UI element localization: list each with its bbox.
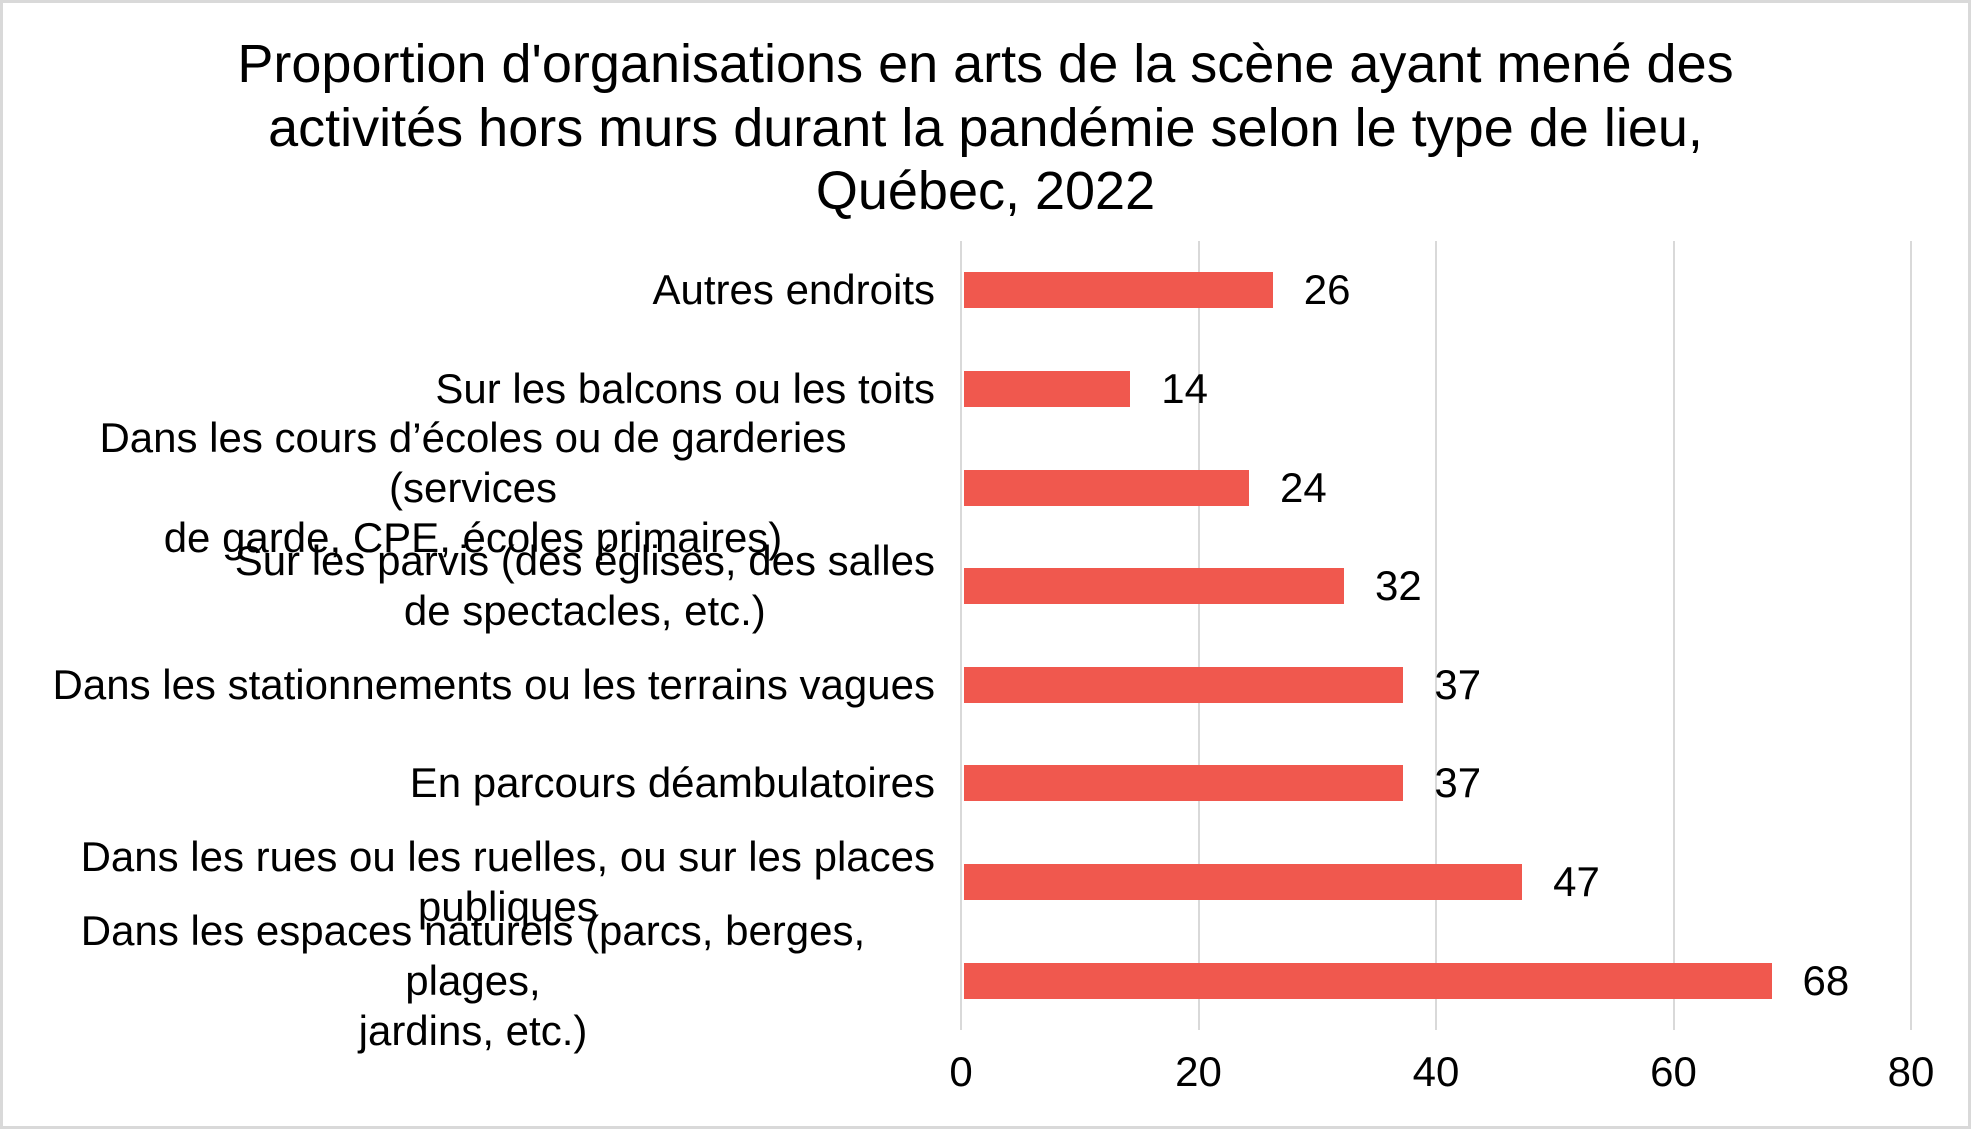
bar <box>964 765 1404 802</box>
bar <box>964 469 1249 506</box>
gridline <box>1435 241 1437 1030</box>
category-label-row: Autres endroits <box>11 241 935 340</box>
category-label-row: Sur les parvis (des églises, des salles … <box>11 537 935 636</box>
category-label: Sur les balcons ou les toits <box>435 364 935 412</box>
category-label-row: Dans les cours d’écoles ou de garderies … <box>11 414 935 561</box>
category-label-row: Dans les stationnements ou les terrains … <box>11 636 935 735</box>
chart-title: Proportion d'organisations en arts de la… <box>237 34 1734 222</box>
x-tick-label: 40 <box>1412 1048 1460 1095</box>
category-label: Dans les cours d’écoles ou de garderies … <box>99 413 847 561</box>
category-label: Autres endroits <box>652 266 935 314</box>
bar <box>964 272 1273 309</box>
gridline <box>1197 241 1200 1030</box>
gridline <box>1672 241 1675 1030</box>
category-label: Dans les stationnements ou les terrains … <box>52 660 935 708</box>
bar-value-label: 47 <box>1553 858 1600 906</box>
x-tick-label: 20 <box>1175 1048 1222 1095</box>
x-tick-label: 60 <box>1650 1048 1697 1095</box>
bar-value-label: 24 <box>1280 463 1327 511</box>
category-label: Dans les rues ou les ruelles, ou sur les… <box>80 833 935 931</box>
gridline <box>1910 241 1912 1030</box>
category-label: En parcours déambulatoires <box>409 759 935 807</box>
bar <box>964 962 1772 999</box>
bar-value-label: 32 <box>1375 562 1422 610</box>
x-tick-label: 80 <box>1887 1048 1935 1095</box>
bar-value-label: 68 <box>1802 956 1850 1004</box>
category-label-row: Dans les espaces naturels (parcs, berges… <box>11 907 935 1054</box>
bar-value-label: 26 <box>1303 266 1351 314</box>
category-label-row: En parcours déambulatoires <box>11 734 935 833</box>
bar-value-label: 14 <box>1161 364 1208 412</box>
bar <box>964 370 1131 407</box>
bar <box>964 864 1523 901</box>
bar-value-label: 37 <box>1434 759 1482 807</box>
x-tick-label: 0 <box>949 1048 973 1095</box>
bar <box>964 666 1404 703</box>
category-label: Dans les espaces naturels (parcs, berges… <box>80 906 866 1054</box>
plot-area <box>960 241 1912 1030</box>
category-label-row: Dans les rues ou les ruelles, ou sur les… <box>11 833 935 932</box>
bar-value-label: 37 <box>1434 660 1482 708</box>
category-label: Sur les parvis (des églises, des salles … <box>234 537 935 635</box>
gridline <box>960 241 962 1030</box>
bar <box>964 568 1344 605</box>
category-label-row: Sur les balcons ou les toits <box>11 340 935 439</box>
